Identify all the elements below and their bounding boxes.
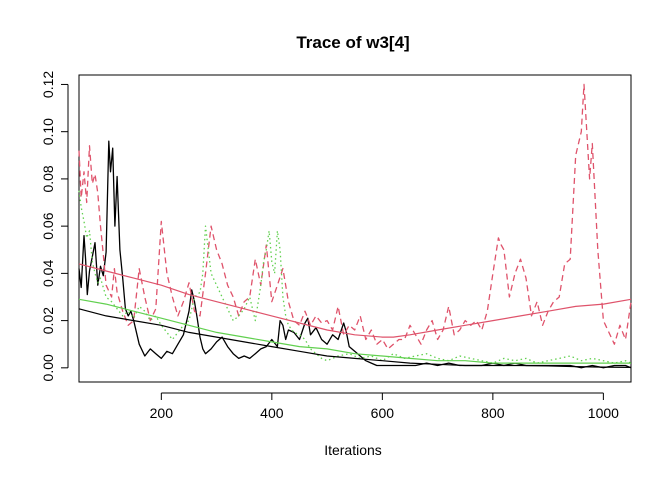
- y-tick-label: 0.06: [40, 212, 56, 239]
- series-smooth-line-6: [78, 298, 631, 364]
- chart-title: Trace of w3[4]: [296, 33, 409, 52]
- series-trace-line-2: [78, 83, 632, 350]
- x-tick-label: 600: [371, 405, 395, 421]
- y-tick-label: 0.08: [40, 165, 56, 192]
- x-axis: 200 400 600 800 1000: [150, 392, 619, 421]
- series-layer: [78, 83, 632, 369]
- plot-frame: [78, 74, 632, 383]
- y-tick-label: 0.00: [40, 354, 56, 381]
- series-trace-line-1: [78, 140, 632, 369]
- series-smooth-line-5: [78, 263, 632, 338]
- x-tick-label: 800: [481, 405, 505, 421]
- y-tick-label: 0.12: [40, 71, 56, 98]
- y-tick-label: 0.10: [40, 118, 56, 145]
- y-tick-label: 0.02: [40, 307, 56, 334]
- y-axis: 0.00 0.02 0.04 0.06 0.08 0.10 0.12: [40, 71, 69, 381]
- series-smooth-line-4: [78, 308, 632, 368]
- x-tick-label: 400: [260, 405, 284, 421]
- y-tick-label: 0.04: [40, 260, 56, 287]
- x-axis-label: Iterations: [324, 442, 382, 458]
- series-trace-line-3: [78, 190, 632, 364]
- x-tick-label: 200: [150, 405, 174, 421]
- x-tick-label: 1000: [588, 405, 619, 421]
